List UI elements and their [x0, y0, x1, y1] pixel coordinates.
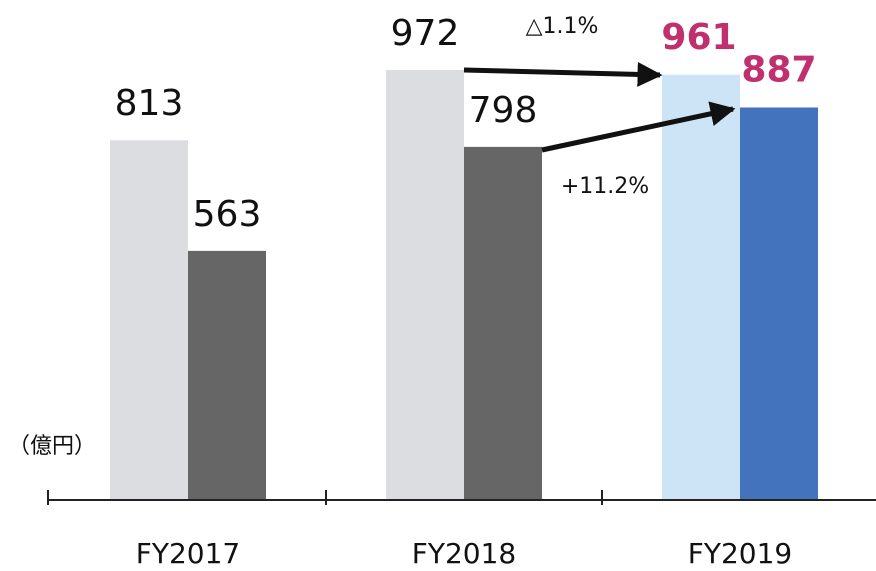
- bars: [110, 69, 818, 500]
- x-tick-label: FY2019: [688, 537, 792, 570]
- data-label: 887: [741, 50, 816, 91]
- annotation: +11.2%: [561, 174, 649, 199]
- annotation: △1.1%: [526, 14, 599, 39]
- bar: [188, 250, 266, 500]
- bar: [662, 74, 740, 500]
- arrow: [463, 61, 663, 87]
- bar: [110, 140, 188, 500]
- bar: [464, 146, 542, 500]
- bar: [386, 69, 464, 500]
- bar: [740, 107, 818, 500]
- arrow: [541, 101, 736, 153]
- x-tick-label: FY2017: [136, 537, 240, 570]
- unit-label: （億円）: [8, 434, 96, 459]
- x-tick-label: FY2018: [412, 537, 516, 570]
- data-label: 563: [193, 194, 262, 235]
- data-label: 961: [661, 17, 736, 58]
- data-label: 798: [469, 90, 538, 131]
- data-label: 813: [115, 83, 184, 124]
- data-label: 972: [391, 13, 460, 54]
